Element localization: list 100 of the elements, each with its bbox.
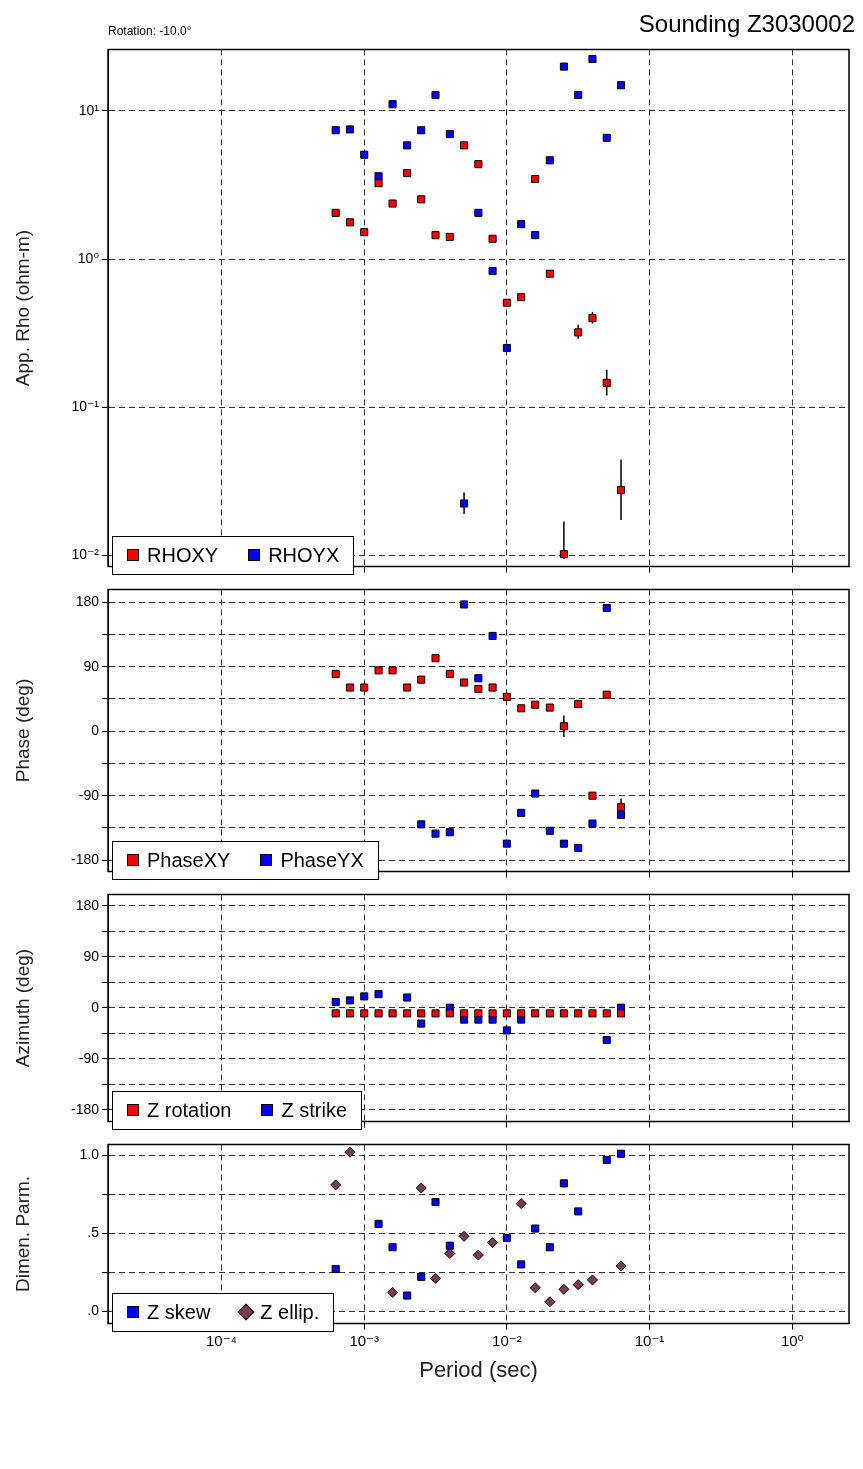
point	[531, 700, 540, 709]
point	[474, 684, 483, 693]
point	[360, 992, 369, 1001]
legend-label: Z strike	[281, 1098, 348, 1122]
point	[545, 1243, 554, 1252]
point	[417, 675, 426, 684]
point	[331, 1009, 340, 1018]
point	[417, 195, 426, 204]
point	[417, 126, 426, 135]
point	[488, 267, 497, 276]
point	[531, 231, 540, 240]
y-tick-label: 0	[91, 722, 100, 739]
x-tick-label: 10⁰	[780, 1331, 804, 1349]
point	[460, 141, 469, 150]
point	[531, 174, 540, 184]
x-tick-label: 10⁻²	[492, 1331, 522, 1349]
point	[502, 692, 511, 701]
point	[360, 683, 369, 692]
point	[403, 141, 412, 150]
point	[388, 100, 397, 109]
point	[602, 1035, 611, 1045]
point	[488, 234, 497, 243]
y-tick-label: .5	[87, 1224, 100, 1241]
point	[517, 1260, 526, 1269]
point	[544, 1296, 556, 1308]
point	[588, 1009, 597, 1018]
point	[616, 803, 626, 812]
point	[431, 231, 440, 240]
point	[545, 1009, 554, 1018]
point	[330, 1179, 342, 1191]
point	[588, 791, 597, 800]
point	[602, 378, 611, 387]
point	[374, 1009, 383, 1018]
legend-label: Z rotation	[147, 1098, 232, 1122]
point	[502, 1026, 511, 1035]
y-tick-label: 180	[75, 896, 100, 913]
point	[388, 199, 397, 208]
y-tick-label: -180	[70, 1100, 100, 1117]
point	[588, 819, 597, 828]
point	[559, 1179, 568, 1188]
point	[586, 1274, 598, 1286]
point	[559, 722, 568, 731]
point	[559, 839, 568, 848]
legend-label: PhaseXY	[147, 848, 231, 872]
point	[574, 90, 583, 100]
point	[502, 298, 511, 307]
point	[460, 678, 469, 687]
point	[488, 683, 497, 692]
point	[517, 808, 526, 817]
point	[374, 172, 383, 181]
point	[417, 1272, 426, 1281]
point	[431, 90, 440, 100]
point	[445, 232, 454, 241]
point	[403, 993, 412, 1002]
point	[517, 293, 526, 302]
point	[331, 126, 340, 135]
point	[517, 704, 526, 713]
point	[531, 1009, 540, 1018]
point	[331, 208, 340, 217]
y-tick-label: -90	[78, 786, 100, 803]
point	[487, 1237, 499, 1249]
point	[502, 1009, 511, 1018]
point	[458, 1230, 470, 1242]
y-tick-label: -90	[78, 1049, 100, 1066]
point	[360, 150, 369, 159]
point	[588, 54, 597, 64]
legend-label: RHOXY	[147, 543, 219, 567]
point	[431, 829, 440, 838]
point	[344, 1146, 356, 1158]
point	[360, 228, 369, 237]
point	[574, 1207, 583, 1216]
point	[460, 499, 469, 508]
x-tick-label: 10⁻³	[349, 1331, 380, 1349]
point	[345, 996, 354, 1005]
point	[558, 1283, 570, 1295]
y-axis-title: Phase (deg)	[11, 678, 33, 783]
point	[415, 1182, 427, 1194]
point	[417, 820, 426, 829]
point	[574, 328, 583, 337]
point	[431, 1009, 440, 1018]
point	[417, 1019, 426, 1028]
y-axis-title: Azimuth (deg)	[11, 948, 33, 1068]
point	[331, 1265, 340, 1274]
point	[345, 218, 354, 227]
y-tick-label: 10⁻²	[71, 546, 100, 563]
point	[445, 1009, 454, 1018]
y-tick-label: .0	[87, 1301, 100, 1318]
point	[616, 810, 626, 820]
point	[488, 631, 497, 640]
legend-label: Z skew	[147, 1300, 211, 1324]
point	[474, 208, 483, 217]
legend-label: RHOYX	[268, 543, 340, 567]
point	[430, 1272, 442, 1284]
point	[474, 1009, 483, 1018]
point	[445, 828, 454, 837]
point	[602, 1009, 611, 1018]
text: Rotation: -10.0°	[108, 24, 192, 38]
point	[517, 1009, 526, 1018]
point	[572, 1279, 584, 1291]
point	[388, 1243, 397, 1252]
